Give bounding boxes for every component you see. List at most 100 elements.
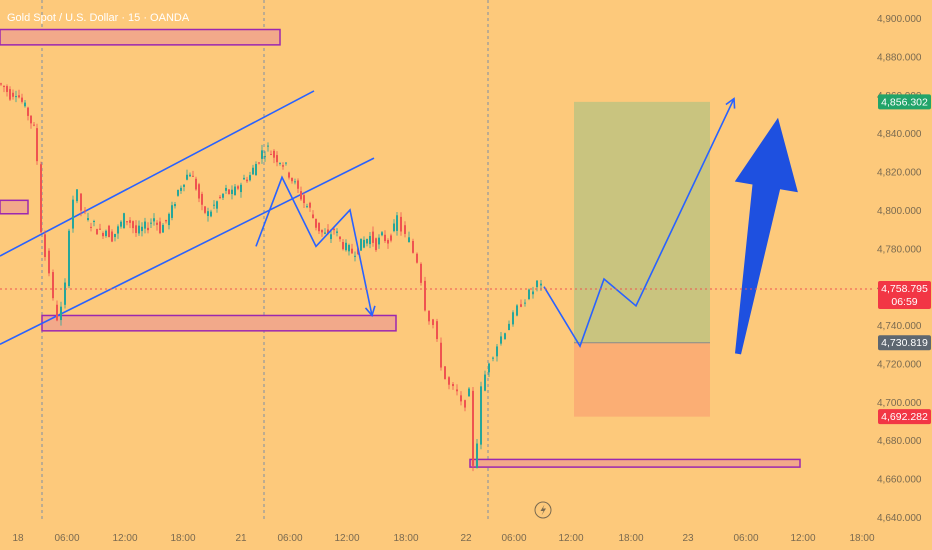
candle-body — [468, 388, 470, 397]
price-badge-target-text: 4,856.302 — [881, 96, 928, 108]
candle-body — [516, 305, 518, 316]
candle-body — [288, 172, 290, 178]
price-badge-target — [878, 94, 931, 110]
time-axis[interactable]: 18 06:00 12:00 18:00 21 06:00 12:00 18:00 22 06:0… — [12, 533, 875, 544]
candle-body — [48, 250, 50, 274]
candle-body — [536, 280, 538, 288]
time-tick-label: 18 — [12, 533, 24, 544]
candle-body — [87, 218, 89, 220]
candle-body — [56, 304, 58, 321]
stop-zone[interactable] — [574, 342, 710, 417]
candle-body — [111, 231, 113, 242]
price-tick-label: 4,700.000 — [877, 398, 922, 409]
price-tick-label: 4,720.000 — [877, 359, 922, 370]
candle-body — [456, 389, 458, 392]
candle-body — [375, 238, 377, 251]
price-badge-stop-text: 4,692.282 — [881, 411, 928, 423]
channel-line-upper[interactable] — [0, 90, 315, 257]
time-tick-label: 12:00 — [334, 533, 359, 544]
left-small-zone[interactable] — [0, 199, 29, 215]
candle-body — [3, 85, 5, 88]
candle-body — [135, 225, 137, 233]
candle-body — [416, 253, 418, 263]
candle-body — [9, 89, 11, 100]
candle-body — [508, 323, 510, 331]
candle-body — [40, 164, 42, 233]
candle-body — [219, 196, 221, 198]
channel-line-lower[interactable] — [0, 157, 375, 345]
projection-left[interactable] — [255, 175, 373, 316]
candle-body — [264, 156, 266, 158]
candle-body — [84, 210, 86, 212]
candle-body — [0, 83, 2, 85]
big-up-arrow[interactable] — [734, 117, 798, 355]
long-position-tool[interactable] — [574, 101, 710, 417]
candle-body — [400, 216, 402, 232]
candle-body — [210, 211, 212, 217]
top-left-zone[interactable] — [0, 28, 281, 46]
time-tick-label: 06:00 — [54, 533, 79, 544]
projection-right[interactable] — [543, 98, 735, 349]
candle-body — [300, 191, 302, 200]
candle-body — [129, 220, 131, 223]
candle-body — [444, 366, 446, 380]
candle-body — [540, 283, 542, 286]
candle-body — [150, 222, 152, 224]
candle-body — [120, 221, 122, 227]
time-tick-label: 21 — [235, 533, 247, 544]
candle-body — [381, 232, 383, 236]
candle-body — [318, 222, 320, 232]
candle-body — [378, 237, 380, 245]
candle-body — [366, 239, 368, 244]
projection-left-arrowhead — [364, 305, 376, 318]
candle-body — [30, 115, 32, 124]
projection-paths[interactable] — [255, 97, 736, 349]
candle-body — [339, 236, 341, 240]
candle-body — [18, 95, 20, 98]
candle-body — [273, 150, 275, 158]
candle-body — [156, 222, 158, 225]
support-resistance-zones[interactable] — [0, 28, 801, 468]
candle-body — [80, 193, 82, 211]
candle-body — [408, 237, 410, 243]
candle-body — [96, 229, 98, 235]
big-arrow-shape[interactable] — [734, 117, 798, 355]
candle-body — [412, 240, 414, 253]
trend-channel[interactable] — [0, 90, 375, 345]
support-zone-1[interactable] — [41, 314, 397, 332]
candle-body — [24, 102, 26, 107]
candle-body — [258, 162, 260, 164]
time-tick-label: 18:00 — [849, 533, 874, 544]
candle-body — [532, 291, 534, 295]
candle-body — [64, 282, 66, 305]
price-badge-current — [878, 281, 931, 310]
target-zone[interactable] — [574, 101, 710, 343]
candle-body — [404, 225, 406, 234]
candle-body — [93, 221, 95, 223]
candle-body — [282, 165, 284, 167]
candle-body — [90, 226, 92, 228]
candle-body — [153, 218, 155, 222]
candle-body — [72, 199, 74, 229]
candle-body — [351, 248, 353, 254]
candle-body — [297, 180, 299, 189]
lightning-icon[interactable] — [534, 501, 552, 519]
price-badge-entry — [878, 335, 931, 351]
candle-body — [342, 242, 344, 250]
time-tick-label: 18:00 — [170, 533, 195, 544]
chart-title: Gold Spot / U.S. Dollar · 15 · OANDA — [7, 12, 190, 24]
support-zone-2[interactable] — [469, 458, 801, 468]
candle-body — [195, 178, 197, 190]
candle-body — [192, 175, 194, 177]
candle-body — [276, 155, 278, 163]
candle-body — [476, 443, 478, 468]
candle-body — [114, 233, 116, 238]
candle-body — [15, 96, 17, 98]
candle-body — [520, 304, 522, 307]
time-tick-label: 12:00 — [558, 533, 583, 544]
price-badge-current-text: 4,758.795 — [881, 283, 928, 295]
candle-body — [27, 107, 29, 116]
candle-body — [68, 230, 70, 287]
time-tick-label: 06:00 — [501, 533, 526, 544]
